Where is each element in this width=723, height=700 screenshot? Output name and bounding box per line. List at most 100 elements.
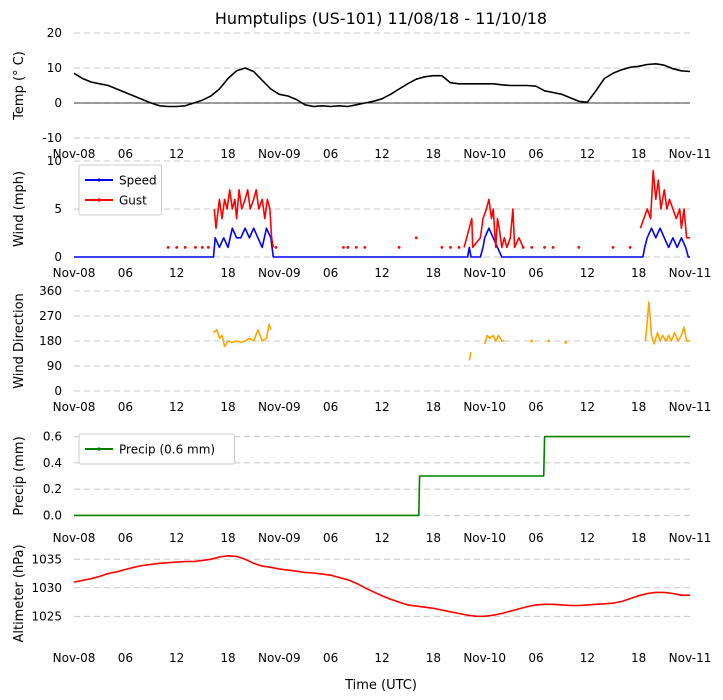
x-tick-label: Nov-09 <box>258 266 301 280</box>
data-point <box>611 246 615 249</box>
data-point <box>206 246 210 249</box>
y-tick-label: 0.6 <box>43 430 62 444</box>
y-axis-label: Temp (° C) <box>12 51 27 121</box>
y-axis-label: Wind Direction <box>12 293 27 389</box>
series-line <box>74 227 690 258</box>
panel-1: -10 0 10 20 Temp (° C) Nov-08 06 12 18 Nov-09 06 12… <box>12 26 711 161</box>
y-axis-label: Precip (mm) <box>12 436 27 515</box>
panel-4: 0.0 0.2 0.4 0.6 Precip (mm) Nov-08 06 12 18 Nov-0… <box>12 430 711 545</box>
x-tick-label: 12 <box>169 400 184 414</box>
y-tick-label: 180 <box>39 334 62 348</box>
y-tick-label: 270 <box>39 309 62 323</box>
x-tick-label: 18 <box>631 651 646 665</box>
x-tick-label: 06 <box>323 531 338 545</box>
x-tick-label: 12 <box>374 531 389 545</box>
y-tick-label: 10 <box>47 61 62 75</box>
data-point <box>274 246 278 249</box>
x-tick-label: 18 <box>426 400 441 414</box>
data-point <box>457 246 461 249</box>
x-tick-label: 12 <box>169 531 184 545</box>
x-tick-label: 06 <box>323 651 338 665</box>
data-point <box>547 339 551 343</box>
y-tick-label: -10 <box>42 131 62 145</box>
panel-3: 0 90 180 270 360 Wind Direction Nov-08 06 12 18 No… <box>12 284 711 414</box>
x-tick-label: Nov-08 <box>53 531 96 545</box>
x-axis-label: Time (UTC) <box>344 678 417 693</box>
x-tick-label: 18 <box>426 147 441 161</box>
series-temp <box>73 63 691 108</box>
x-tick-label: 12 <box>580 651 595 665</box>
x-tick-label: Nov-11 <box>669 147 712 161</box>
x-tick-label: 12 <box>374 147 389 161</box>
y-axis-label: Altimeter (hPa) <box>12 544 27 642</box>
data-point <box>194 246 197 249</box>
x-tick-label: 12 <box>580 266 595 280</box>
data-point <box>175 246 179 249</box>
data-point <box>543 246 546 249</box>
series-direction <box>212 301 690 361</box>
panel-5: 1025 1030 1035 Altimeter (hPa) Nov-08 06 12 18 N… <box>12 544 711 665</box>
data-point <box>342 246 345 249</box>
x-tick-label: Nov-10 <box>463 531 506 545</box>
x-tick-label: 12 <box>580 147 595 161</box>
y-tick-label: 0.2 <box>43 482 62 496</box>
x-tick-label: 18 <box>220 651 235 665</box>
y-tick-label: 0.4 <box>43 456 62 470</box>
data-point <box>449 246 452 249</box>
x-tick-label: 12 <box>374 400 389 414</box>
series-line <box>483 334 505 345</box>
y-tick-label: 10 <box>47 154 62 168</box>
x-tick-label: 06 <box>323 400 338 414</box>
x-tick-label: 18 <box>426 266 441 280</box>
x-tick-label: 18 <box>220 531 235 545</box>
x-tick-label: 18 <box>631 147 646 161</box>
data-point <box>440 246 444 249</box>
legend: Speed Gust <box>78 164 162 216</box>
legend-marker <box>97 178 101 182</box>
y-tick-label: 0.0 <box>43 508 62 522</box>
x-tick-label: Nov-08 <box>53 266 96 280</box>
y-tick-label: 1025 <box>31 609 62 623</box>
series-line <box>74 435 690 517</box>
x-tick-label: 06 <box>118 651 133 665</box>
data-point <box>551 246 555 249</box>
data-point <box>200 246 204 249</box>
x-tick-label: Nov-08 <box>53 400 96 414</box>
x-tick-label: 06 <box>528 266 543 280</box>
data-point <box>363 246 367 249</box>
series-precip-0-6-mm <box>74 435 690 517</box>
series-line <box>212 323 272 348</box>
y-tick-label: 1030 <box>31 581 62 595</box>
y-tick-label: 90 <box>47 359 62 373</box>
x-tick-label: 06 <box>323 266 338 280</box>
x-tick-label: 18 <box>631 400 646 414</box>
x-tick-label: Nov-09 <box>258 651 301 665</box>
data-point <box>346 246 350 249</box>
x-tick-label: Nov-08 <box>53 651 96 665</box>
x-tick-label: 06 <box>528 531 543 545</box>
legend-label: Precip (0.6 mm) <box>119 443 215 457</box>
x-tick-label: 06 <box>118 266 133 280</box>
x-tick-label: 06 <box>118 147 133 161</box>
panel-2: 0 5 10 Wind (mph) Nov-08 06 12 18 Nov-09 06 12 18 No… <box>12 154 711 280</box>
data-point <box>166 246 170 249</box>
x-tick-label: 12 <box>374 266 389 280</box>
y-tick-label: 0 <box>54 96 62 110</box>
x-tick-label: Nov-11 <box>669 266 712 280</box>
x-tick-label: 06 <box>118 400 133 414</box>
y-tick-label: 0 <box>54 250 62 264</box>
series-line <box>73 555 690 618</box>
x-tick-label: Nov-09 <box>258 531 301 545</box>
x-tick-label: 12 <box>374 651 389 665</box>
data-point <box>577 246 581 249</box>
x-tick-label: 06 <box>323 147 338 161</box>
y-tick-label: 360 <box>39 284 62 298</box>
series-line <box>639 169 690 239</box>
x-tick-label: 12 <box>169 147 184 161</box>
x-tick-label: Nov-10 <box>463 400 506 414</box>
x-tick-label: 12 <box>169 651 184 665</box>
series-speed <box>74 227 690 258</box>
series-line <box>73 63 691 108</box>
data-point <box>564 340 568 344</box>
